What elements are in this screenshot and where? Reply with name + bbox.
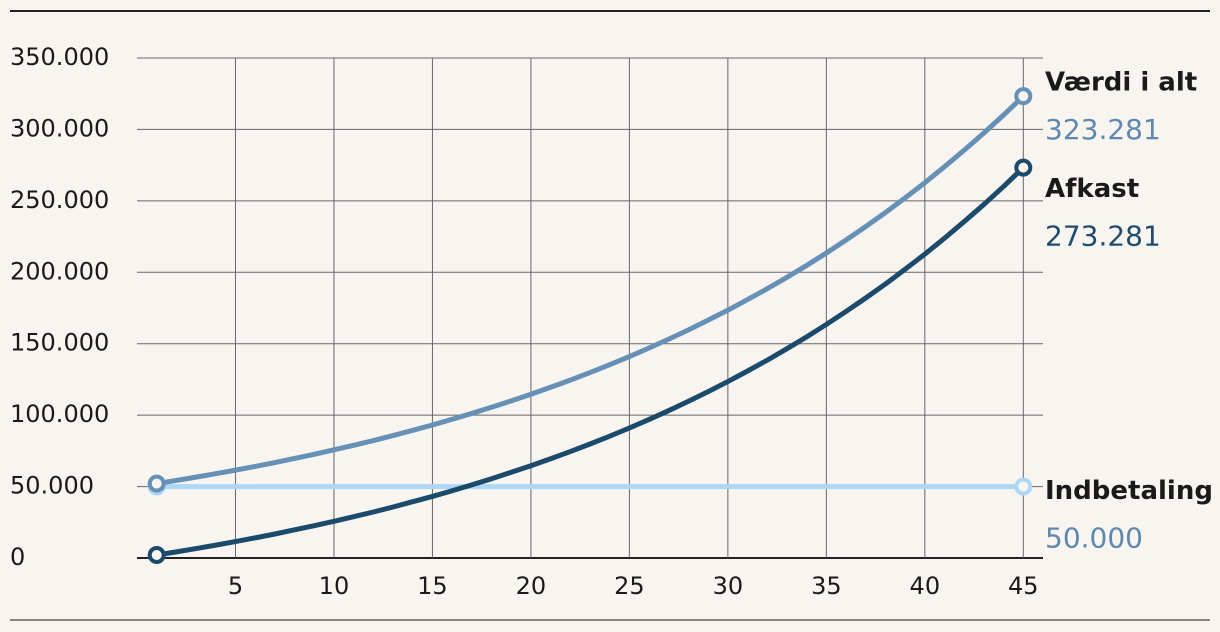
- x-tick-label: 20: [516, 572, 547, 600]
- y-tick-label: 200.000: [10, 257, 109, 285]
- x-tick-label: 35: [811, 572, 842, 600]
- series-name: Afkast: [1045, 174, 1139, 204]
- end-value-label: 50.000: [1045, 522, 1143, 555]
- y-tick-label: 300.000: [10, 114, 109, 142]
- x-tick-label: 45: [1008, 572, 1039, 600]
- y-tick-label: 100.000: [10, 400, 109, 428]
- x-tick-label: 10: [319, 572, 350, 600]
- y-tick-label: 50.000: [10, 472, 94, 500]
- point-marker: [1014, 87, 1033, 106]
- point-marker: [147, 474, 166, 493]
- y-tick-label: 350.000: [10, 43, 109, 71]
- x-tick-label: 5: [228, 572, 243, 600]
- x-tick-label: 40: [910, 572, 941, 600]
- point-marker: [1014, 158, 1033, 177]
- series-name: Indbetaling: [1045, 476, 1213, 506]
- series-name: Værdi i alt: [1045, 68, 1197, 98]
- series-line: [154, 93, 1026, 487]
- x-tick-label: 25: [614, 572, 645, 600]
- point-marker: [1014, 477, 1033, 496]
- y-tick-label: 150.000: [10, 329, 109, 357]
- x-tick-label: 30: [713, 572, 744, 600]
- series-line: [154, 165, 1026, 558]
- y-tick-label: 0: [10, 543, 25, 571]
- y-tick-label: 250.000: [10, 186, 109, 214]
- point-marker: [147, 546, 166, 564]
- x-tick-label: 15: [417, 572, 448, 600]
- end-value-label: 273.281: [1045, 220, 1161, 253]
- end-value-label: 323.281: [1045, 113, 1161, 146]
